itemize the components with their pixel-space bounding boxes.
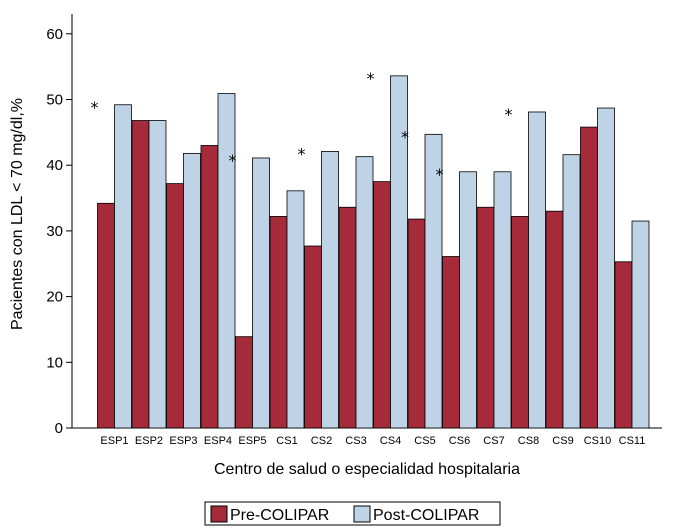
x-tick-label-cs1: CS1	[276, 435, 297, 447]
y-tick-label: 20	[46, 289, 63, 306]
x-tick-label-cs7: CS7	[483, 435, 504, 447]
bar-post-colipar-cs10	[597, 107, 615, 429]
legend-label-post-colipar: Post-COLIPAR	[373, 507, 479, 524]
significance-marker-cs6: *	[436, 165, 444, 184]
bar-post-colipar-cs7	[493, 171, 512, 429]
bar-pre-colipar-cs3	[338, 206, 357, 429]
bar-pre-colipar-cs1	[269, 216, 288, 429]
legend-label-pre-colipar: Pre-COLIPAR	[230, 507, 329, 524]
x-axis-tick-labels: ESP1 ESP2 ESP3 ESP4 ESP5 CS1 CS2 CS3 CS4 CS5 CS6 CS…	[100, 435, 645, 447]
legend-swatch-post-colipar	[353, 505, 371, 523]
bar-post-colipar-cs1	[286, 190, 305, 429]
bar-post-colipar-esp3	[183, 152, 201, 429]
bar-pre-colipar-cs9	[545, 210, 564, 429]
bar-pre-colipar-cs2	[304, 245, 322, 429]
y-axis-ticks: 0 10 20 30 40 50 60	[46, 26, 72, 437]
y-tick-label: 50	[46, 92, 63, 109]
x-tick-label-cs10: CS10	[584, 435, 612, 447]
y-tick-label: 60	[46, 26, 63, 43]
bar-post-colipar-cs11	[631, 220, 650, 429]
significance-marker-cs8: *	[505, 105, 513, 124]
bar-pre-colipar-esp3	[166, 183, 184, 429]
y-tick-label: 40	[46, 157, 63, 174]
bar-pre-colipar-cs4	[373, 181, 391, 429]
x-tick-label-cs6: CS6	[449, 435, 470, 447]
bar-post-colipar-cs4	[390, 75, 408, 429]
significance-markers: * * * * * * *	[91, 69, 513, 184]
x-tick-label-esp3: ESP3	[169, 435, 197, 447]
bar-post-colipar-cs9	[562, 154, 581, 429]
x-tick-label-cs5: CS5	[414, 435, 435, 447]
significance-marker-esp5: *	[229, 151, 237, 170]
x-tick-label-cs2: CS2	[311, 435, 332, 447]
x-tick-label-cs8: CS8	[518, 435, 539, 447]
legend-border	[204, 501, 501, 526]
x-tick-label-cs11: CS11	[619, 435, 646, 447]
significance-marker-cs4: *	[367, 69, 375, 88]
legend-swatch-pre-colipar	[210, 505, 228, 523]
x-tick-label-cs3: CS3	[345, 435, 366, 447]
bar-post-colipar-esp1	[114, 104, 132, 429]
bar-pre-colipar-cs11	[614, 261, 633, 429]
bar-post-colipar-cs8	[528, 111, 546, 429]
significance-marker-esp1: *	[91, 98, 99, 117]
bar-pre-colipar-esp4	[200, 145, 219, 429]
bar-pre-colipar-cs10	[580, 126, 598, 429]
y-tick-label: 10	[46, 354, 63, 371]
x-axis-title: Centro de salud o especialidad hospitala…	[214, 461, 520, 478]
y-tick-label: 30	[46, 223, 63, 240]
significance-marker-cs5: *	[401, 127, 409, 146]
bar-post-colipar-esp5	[252, 157, 270, 429]
bar-pre-colipar-cs5	[407, 218, 426, 429]
bar-post-colipar-cs5	[424, 133, 443, 429]
bar-post-colipar-cs6	[459, 171, 477, 429]
x-tick-label-cs4: CS4	[380, 435, 401, 447]
bar-pre-colipar-cs6	[442, 256, 460, 429]
x-tick-label-esp4: ESP4	[204, 435, 232, 447]
x-tick-label-esp5: ESP5	[238, 435, 266, 447]
y-tick-label: 0	[55, 420, 63, 437]
x-tick-label-esp2: ESP2	[135, 435, 163, 447]
bar-pre-colipar-esp2	[131, 120, 150, 429]
legend: Pre-COLIPAR Post-COLIPAR	[204, 501, 501, 526]
x-tick-label-cs9: CS9	[552, 435, 573, 447]
bar-post-colipar-cs3	[355, 156, 374, 429]
bar-post-colipar-esp2	[148, 120, 167, 429]
bar-pre-colipar-cs7	[476, 206, 495, 429]
bar-pre-colipar-esp1	[97, 202, 115, 429]
x-tick-label-esp1: ESP1	[100, 435, 128, 447]
bar-post-colipar-esp4	[217, 93, 236, 429]
bar-pre-colipar-esp5	[235, 336, 253, 429]
y-axis-title: Pacientes con LDL < 70 mg/dl,%	[9, 98, 26, 330]
bar-pre-colipar-cs8	[511, 216, 529, 429]
significance-marker-cs2: *	[298, 144, 306, 163]
bars-group	[97, 75, 650, 429]
bar-post-colipar-cs2	[321, 151, 339, 429]
